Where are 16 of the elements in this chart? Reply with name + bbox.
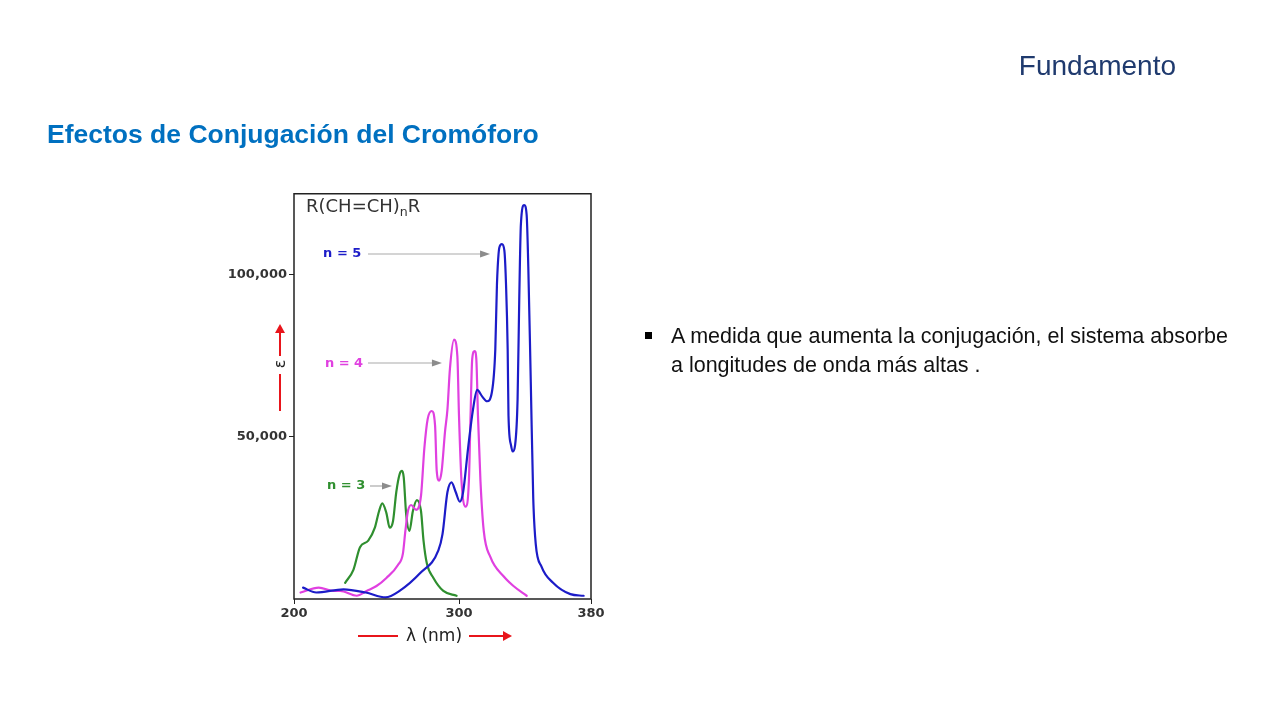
annotation: R(CH=CH)$_{n}$R bbox=[306, 195, 421, 219]
x-axis-title: λ (nm) bbox=[404, 625, 464, 645]
x-tick-label: 300 bbox=[445, 605, 473, 621]
x-tick-label: 200 bbox=[280, 605, 308, 621]
text: n = 4 bbox=[324, 354, 364, 370]
y-tick-label: 50,000 bbox=[236, 428, 287, 444]
line-series bbox=[299, 338, 528, 597]
line-series bbox=[344, 469, 458, 597]
chart-title: Efectos de Conjugación del Cromóforo bbox=[47, 119, 539, 150]
x-tick-label: 380 bbox=[577, 605, 605, 621]
series-label: n = 3 bbox=[326, 476, 366, 492]
text: n = 5 bbox=[323, 245, 362, 261]
y-tick-label: 100,000 bbox=[227, 266, 287, 282]
text: A medida que aumenta la conjugación, el sistema absorbe a longitudes de onda más altas . bbox=[671, 323, 1229, 379]
text: Fundamento bbox=[1018, 50, 1176, 82]
y-axis-title: ε bbox=[269, 358, 290, 371]
